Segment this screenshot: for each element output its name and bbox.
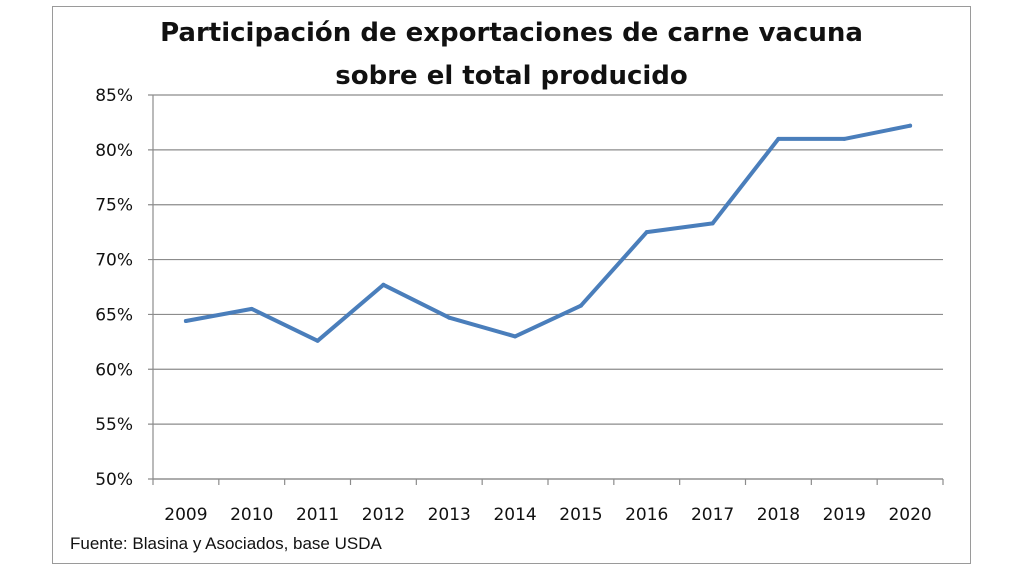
data-point [776,136,781,141]
series-line [183,123,913,343]
chart-title-line-1: Participación de exportaciones de carne … [160,18,863,48]
data-point [908,123,913,128]
data-point [644,230,649,235]
chart-source-note: Fuente: Blasina y Asociados, base USDA [70,534,382,553]
y-tick-label: 60% [95,360,133,380]
x-tick-label: 2010 [230,505,273,525]
data-point [710,221,715,226]
chart-title-line-2: sobre el total producido [335,61,688,91]
data-point [578,303,583,308]
x-tick-label: 2017 [691,505,734,525]
x-tick-label: 2011 [296,505,339,525]
data-point [381,282,386,287]
x-tick-label: 2020 [888,505,931,525]
y-tick-label: 70% [95,251,133,271]
x-tick-label: 2014 [493,505,536,525]
data-point [842,136,847,141]
data-point [315,338,320,343]
data-point [447,315,452,320]
y-tick-label: 55% [95,415,133,435]
x-tick-label: 2012 [362,505,405,525]
data-point [513,334,518,339]
x-tick-label: 2009 [164,505,207,525]
x-tick-label: 2018 [757,505,800,525]
chart-frame [52,6,971,564]
y-tick-label: 80% [95,141,133,161]
y-tick-label: 65% [95,305,133,325]
y-tick-label: 75% [95,196,133,216]
data-point [249,306,254,311]
x-tick-label: 2015 [559,505,602,525]
y-tick-label: 50% [95,470,133,490]
x-tick-label: 2016 [625,505,668,525]
data-point [183,319,188,324]
x-tick-label: 2013 [428,505,471,525]
y-tick-label: 85% [95,86,133,106]
x-tick-label: 2019 [823,505,866,525]
